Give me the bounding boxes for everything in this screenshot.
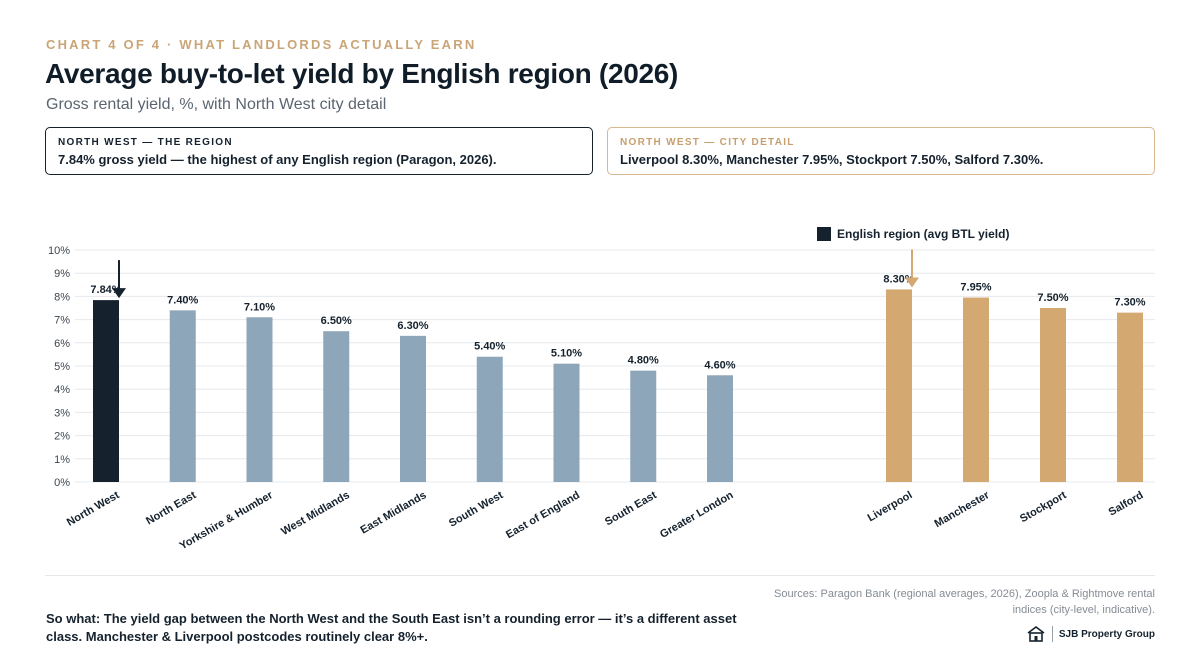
brand-mark: SJB Property Group: [1026, 624, 1155, 644]
y-tick-label: 4%: [54, 384, 70, 396]
city-callout-text: Liverpool 8.30%, Manchester 7.95%, Stock…: [620, 152, 1044, 167]
city-callout-label: NORTH WEST — CITY DETAIL: [620, 137, 795, 148]
y-tick-label: 6%: [54, 338, 70, 350]
x-tick-label: South West: [447, 489, 506, 530]
legend-swatch: [817, 227, 831, 241]
sources-note: Sources: Paragon Bank (regional averages…: [774, 588, 1155, 616]
bar-value-label: 7.10%: [244, 301, 275, 313]
bar: [1117, 312, 1143, 482]
bar-value-label: 7.95%: [960, 282, 991, 294]
chart-subtitle: Gross rental yield, %, with North West c…: [46, 96, 387, 113]
x-tick-label: South East: [603, 489, 659, 528]
x-tick-label: Manchester: [933, 489, 993, 530]
bar-value-label: 5.40%: [474, 341, 505, 353]
region-callout-text: 7.84% gross yield — the highest of any E…: [58, 152, 497, 167]
bar-value-label: 7.30%: [1114, 297, 1145, 309]
y-tick-label: 9%: [54, 268, 70, 280]
y-tick-label: 3%: [54, 407, 70, 419]
chart-legend: English region (avg BTL yield): [817, 227, 1009, 241]
region-callout-card: NORTH WEST — THE REGION 7.84% gross yiel…: [45, 127, 593, 175]
x-tick-label: Liverpool: [866, 489, 915, 524]
bar-value-label: 7.84%: [90, 284, 121, 296]
x-tick-label: Greater London: [658, 489, 736, 541]
bar: [169, 310, 196, 482]
x-tick-label: North East: [144, 489, 198, 527]
callout-arrowhead: [905, 277, 919, 288]
bar: [1040, 308, 1066, 482]
bar: [400, 335, 426, 482]
bar: [476, 356, 503, 482]
x-tick-label: East Midlands: [358, 489, 428, 536]
chart-kicker: CHART 4 OF 4 · WHAT LANDLORDS ACTUALLY E…: [46, 37, 477, 52]
y-tick-label: 8%: [54, 291, 70, 303]
bar: [93, 300, 119, 482]
legend-label: English region (avg BTL yield): [837, 227, 1010, 241]
bar-value-label: 7.50%: [1037, 292, 1068, 304]
y-tick-label: 1%: [54, 454, 70, 466]
x-tick-label: Salford: [1107, 489, 1146, 518]
bar: [630, 370, 657, 482]
bar-value-label: 8.30%: [883, 273, 914, 285]
callout-arrowhead: [112, 288, 126, 299]
bar-value-label: 4.80%: [628, 355, 659, 367]
footer-divider: [45, 575, 1155, 576]
bar-value-label: 7.40%: [167, 294, 198, 306]
x-tick-label: North West: [65, 489, 122, 529]
city-callout-card: NORTH WEST — CITY DETAIL Liverpool 8.30%…: [607, 127, 1155, 175]
so-what-note: So what: The yield gap between the North…: [46, 611, 737, 644]
chart-title: Average buy-to-let yield by English regi…: [45, 58, 679, 89]
brand-divider: [1051, 626, 1053, 642]
bar-value-label: 4.60%: [704, 359, 735, 371]
x-tick-label: Stockport: [1018, 489, 1069, 525]
bar-value-label: 6.30%: [397, 320, 428, 332]
y-tick-label: 5%: [54, 361, 70, 373]
y-tick-label: 7%: [54, 315, 70, 327]
house-icon: [1027, 626, 1045, 642]
y-tick-label: 0%: [54, 477, 70, 489]
bar: [963, 297, 989, 482]
bar: [707, 375, 733, 482]
bar: [246, 317, 273, 482]
region-callout-label: NORTH WEST — THE REGION: [58, 137, 233, 148]
bar-value-label: 5.10%: [551, 348, 582, 360]
y-tick-label: 10%: [48, 245, 70, 257]
bar: [886, 289, 912, 482]
x-tick-label: West Midlands: [279, 489, 352, 538]
bar: [323, 331, 350, 482]
x-tick-label: East of England: [504, 489, 582, 541]
brand-name: SJB Property Group: [1058, 628, 1155, 640]
y-tick-label: 2%: [54, 431, 70, 443]
bar-value-label: 6.50%: [321, 315, 352, 327]
bar: [553, 363, 580, 482]
